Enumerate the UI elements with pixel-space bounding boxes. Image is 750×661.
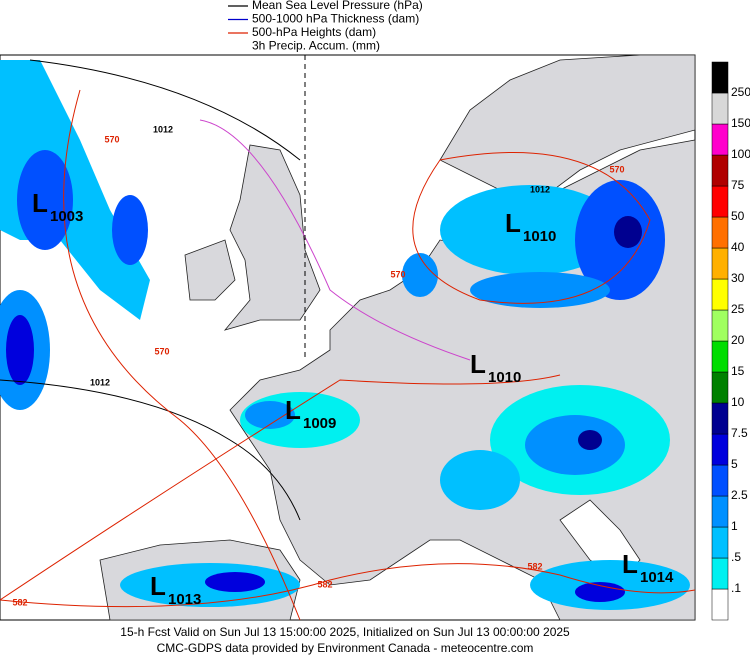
colorbar-box: [711, 185, 729, 218]
contour-label: 1012: [90, 377, 110, 387]
colorbar-box: [711, 216, 729, 249]
precip-area: [440, 450, 520, 510]
footer: 15-h Fcst Valid on Sun Jul 13 15:00:00 2…: [120, 625, 570, 655]
precip-area: [6, 315, 34, 385]
isobar: [29, 59, 301, 161]
colorbar-label: 15: [731, 364, 745, 378]
precip-area: [112, 195, 148, 265]
colorbar-box: [711, 278, 729, 311]
contour-label: 582: [317, 579, 332, 589]
low-letter: L: [505, 208, 521, 238]
colorbar-label: 30: [731, 271, 745, 285]
legend: Mean Sea Level Pressure (hPa)500-1000 hP…: [228, 0, 423, 53]
map: [0, 54, 696, 621]
colorbar-box: [711, 247, 729, 280]
low-letter: L: [622, 549, 638, 579]
legend-label: Mean Sea Level Pressure (hPa): [252, 0, 423, 12]
colorbar-label: 25: [731, 302, 745, 316]
colorbar-label: 250: [731, 85, 750, 99]
colorbar-box: [711, 61, 729, 94]
low-letter: L: [32, 188, 48, 218]
colorbar-box: [711, 433, 729, 466]
precip-area: [578, 430, 602, 450]
colorbar-label: 1: [731, 519, 738, 533]
colorbar-label: 2.5: [731, 488, 748, 502]
contour-label: 570: [609, 164, 624, 174]
contour-label: 570: [104, 134, 119, 144]
low-letter: L: [470, 349, 486, 379]
colorbar-box: [711, 371, 729, 404]
low-pressure: 1003: [50, 208, 83, 225]
precip-area: [0, 60, 150, 320]
precip-area: [245, 401, 295, 429]
precip-area: [402, 253, 438, 297]
colorbar-label: 50: [731, 209, 745, 223]
isobar: [0, 379, 301, 521]
colorbar-label: 40: [731, 240, 745, 254]
low-pressure: 1009: [303, 415, 336, 432]
low-pressure: 1010: [488, 369, 521, 386]
contour-label: 1012: [153, 124, 173, 134]
land-ireland: [184, 239, 236, 301]
contour-label: 582: [12, 597, 27, 607]
precip-area: [470, 272, 610, 308]
colorbar-box: [711, 557, 729, 590]
colorbar-label: 100: [731, 147, 750, 161]
low-letter: L: [285, 395, 301, 425]
colorbar-box: [711, 495, 729, 528]
contour-label: 1012: [530, 184, 550, 194]
colorbar-box: [711, 464, 729, 497]
footer-text: 15-h Fcst Valid on Sun Jul 13 15:00:00 2…: [120, 625, 570, 639]
colorbar-box: [711, 92, 729, 125]
contour-label: 570: [390, 269, 405, 279]
height-contour: [412, 152, 651, 304]
colorbar-label: .5: [731, 550, 741, 564]
colorbar-box: [711, 526, 729, 559]
thickness-contour: [199, 119, 471, 361]
precip-area: [205, 572, 265, 592]
colorbar-label: 10: [731, 395, 745, 409]
precip-area: [614, 216, 642, 248]
colorbar-box: [711, 154, 729, 187]
colorbar-label: 5: [731, 457, 738, 471]
land-britain: [223, 144, 321, 331]
colorbar-label: 20: [731, 333, 745, 347]
isolines: [0, 55, 696, 621]
precip-area: [440, 185, 620, 275]
precip-area: [575, 582, 625, 602]
legend-label: 500-hPa Heights (dam): [252, 25, 376, 39]
legend-label: 3h Precip. Accum. (mm): [252, 39, 380, 53]
colorbar-label: 150: [731, 116, 750, 130]
sea-tyrrhenian: [559, 499, 641, 581]
colorbar-box: [711, 402, 729, 435]
height-contour: [0, 374, 561, 601]
height-contour: [0, 563, 696, 608]
colorbar-label: 7.5: [731, 426, 748, 440]
low-letter: L: [150, 571, 166, 601]
low-pressure: 1014: [640, 569, 674, 586]
legend-label: 500-1000 hPa Thickness (dam): [252, 12, 419, 26]
low-pressure: 1013: [168, 591, 201, 608]
precip-area: [17, 150, 73, 250]
colorbar-label: 75: [731, 178, 745, 192]
height-contour: [63, 89, 301, 621]
colorbar: .1 .5 1 2.5 5 7.5 10 15 20 25 30 40 50 75 100 150 250: [711, 61, 750, 621]
colorbar-box: [711, 309, 729, 342]
contour-label: 570: [154, 346, 169, 356]
footer-text: CMC-GDPS data provided by Environment Ca…: [157, 641, 534, 655]
colorbar-box: [711, 123, 729, 156]
low-pressure: 1010: [523, 228, 556, 245]
colorbar-label: .1: [731, 581, 741, 595]
precip-area: [525, 415, 625, 475]
precipitation: [0, 60, 690, 610]
contour-label: 582: [527, 561, 542, 571]
colorbar-box: [711, 340, 729, 373]
colorbar-box: [711, 588, 729, 621]
